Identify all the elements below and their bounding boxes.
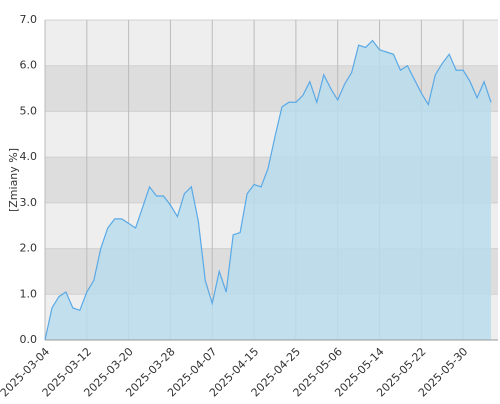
y-tick-label: 7.0 [20,13,38,26]
line [44,39,492,341]
y-tick-label: 2.0 [20,242,38,255]
y-tick-label: 6.0 [20,59,38,72]
y-tick-label: 4.0 [20,150,38,163]
y-axis-label: [Zmiany %] [7,148,20,212]
y-tick-label: 0.0 [20,333,38,346]
y-tick-label: 5.0 [20,104,38,117]
y-tick-label: 3.0 [20,196,38,209]
y-tick-label: 1.0 [20,287,38,300]
area-fill [45,40,492,340]
